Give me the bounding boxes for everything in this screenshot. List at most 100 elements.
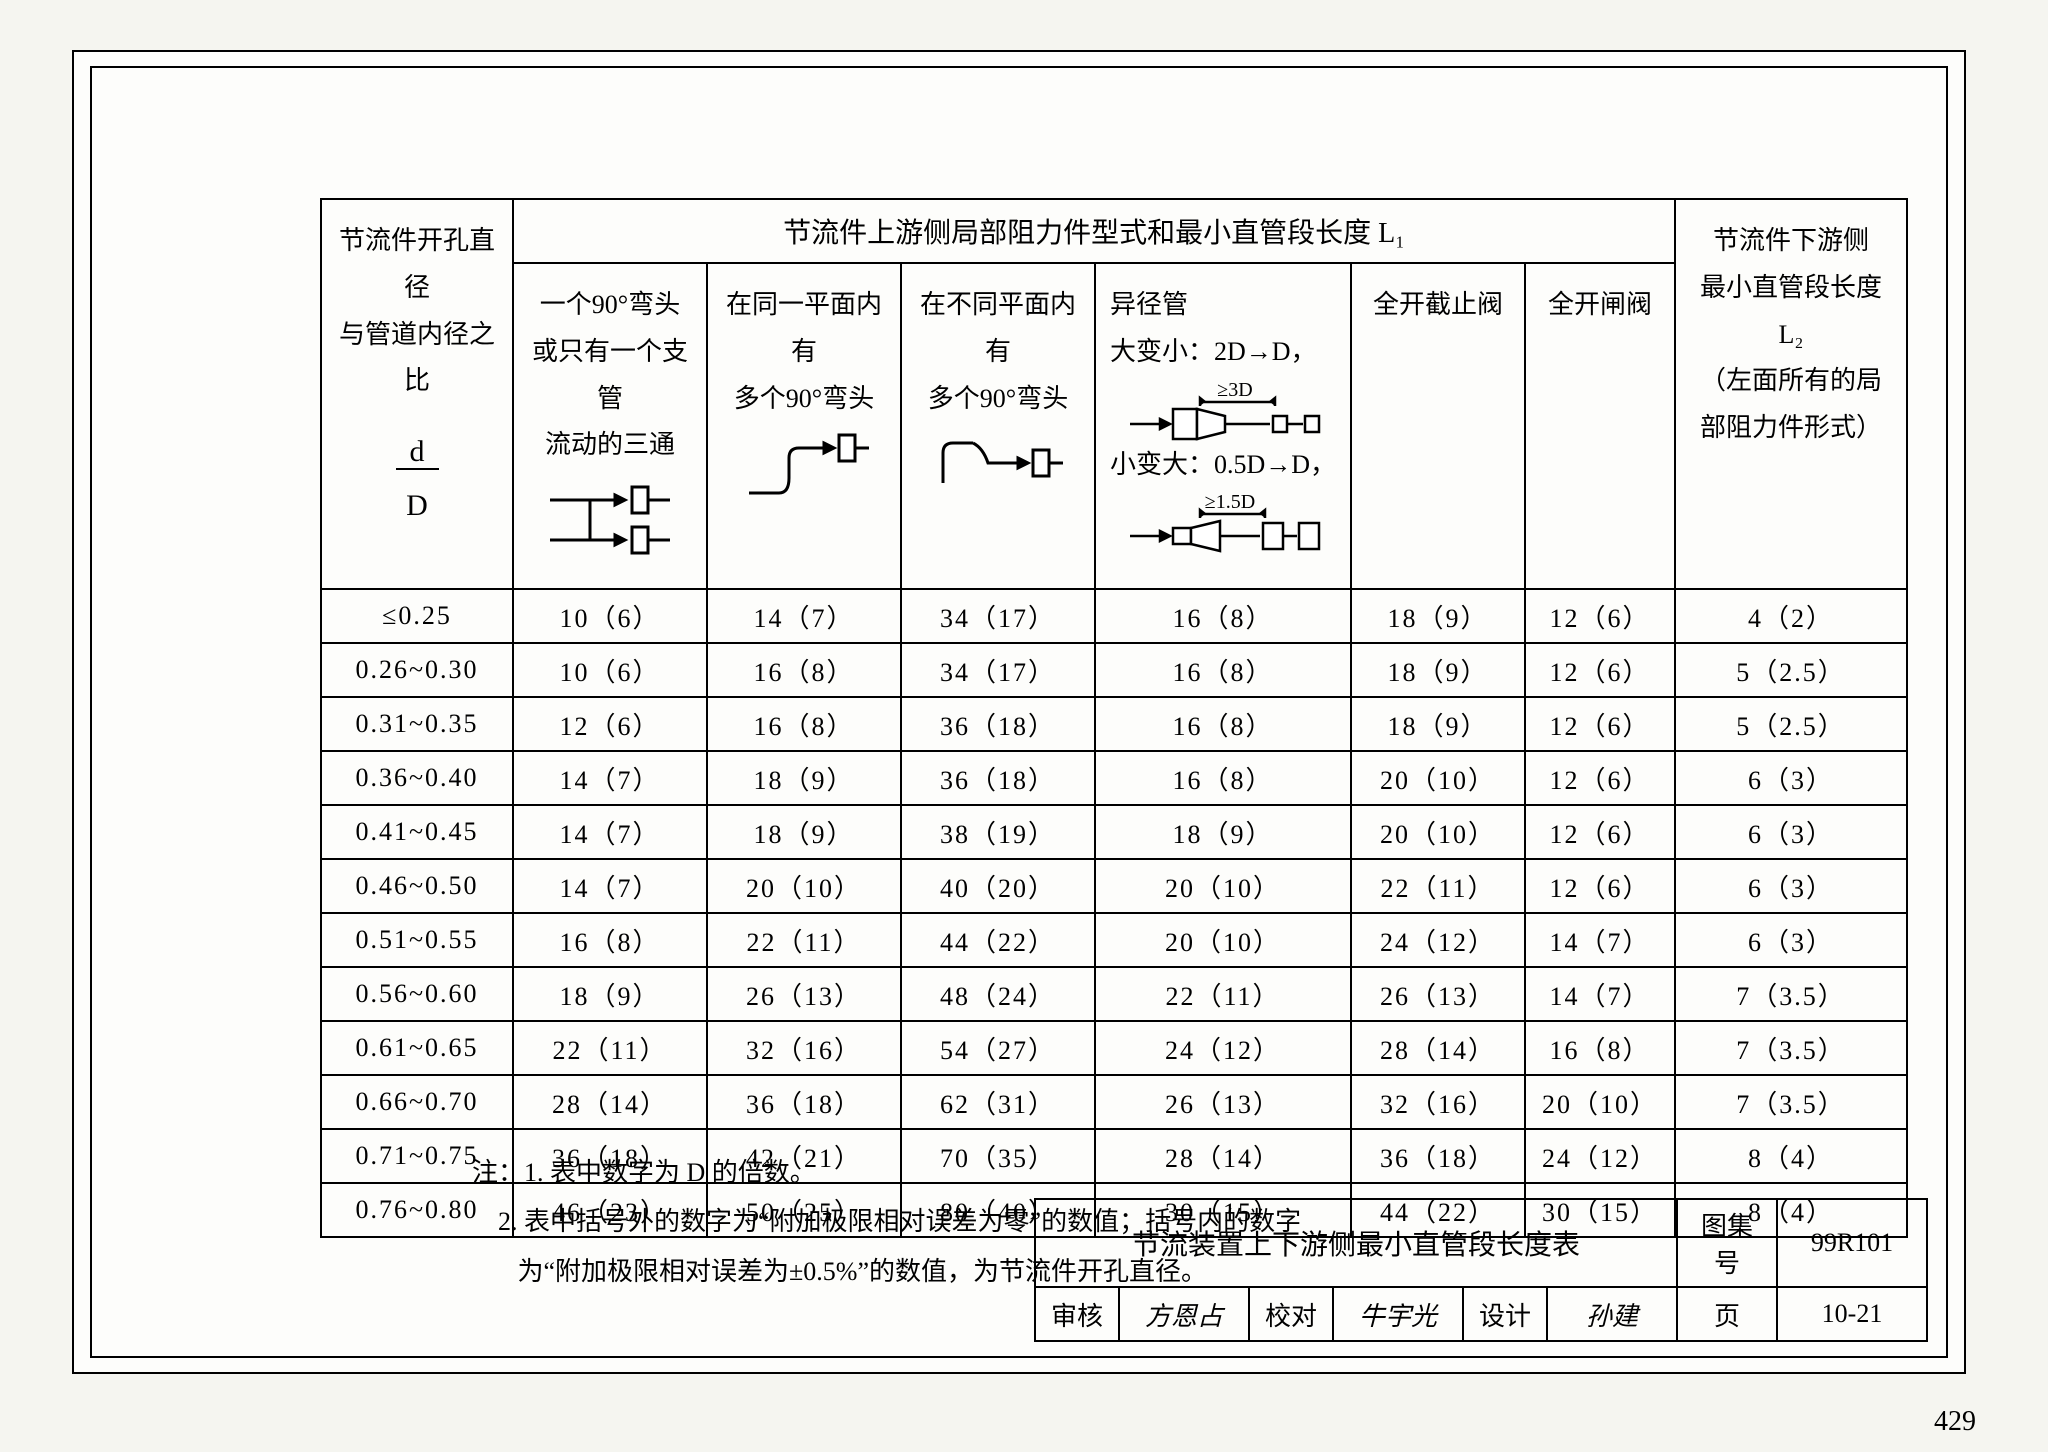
ratio-cell: 0.61~0.65 [321, 1021, 513, 1075]
data-cell: 18（9） [707, 805, 901, 859]
data-cell: 12（6） [1525, 643, 1675, 697]
page-label: 页 [1677, 1287, 1777, 1341]
ratio-cell: 0.51~0.55 [321, 913, 513, 967]
ratio-cell: 0.66~0.70 [321, 1075, 513, 1129]
data-cell: 36（18） [707, 1075, 901, 1129]
ratio-header: 节流件开孔直径 与管道内径之比 dD [321, 199, 513, 589]
data-cell: 14（7） [513, 805, 707, 859]
data-cell: 38（19） [901, 805, 1095, 859]
col4-l4: 小变大：0.5D→D， [1110, 450, 1336, 479]
data-cell: 36（18） [901, 697, 1095, 751]
col6-l1: 全开闸阀 [1548, 290, 1652, 319]
page-value: 10-21 [1777, 1287, 1927, 1341]
drawing-title: 节流装置上下游侧最小直管段长度表 [1035, 1199, 1677, 1287]
col1-l3: 流动的三通 [545, 430, 675, 459]
data-cell: 12（6） [1525, 589, 1675, 643]
data-cell: 10（6） [513, 589, 707, 643]
data-cell: 26（13） [707, 967, 901, 1021]
data-cell: 22（11） [1095, 967, 1351, 1021]
data-cell: 8（4） [1675, 1129, 1907, 1183]
data-cell: 12（6） [1525, 751, 1675, 805]
col4-header: 异径管 大变小：2D→D， ≥3D [1095, 263, 1351, 589]
data-cell: 16（8） [1095, 643, 1351, 697]
data-cell: 6（3） [1675, 859, 1907, 913]
diff-plane-bends-icon [928, 428, 1068, 508]
data-cell: 48（24） [901, 967, 1095, 1021]
data-cell: 20（10） [1095, 913, 1351, 967]
data-cell: 44（22） [901, 913, 1095, 967]
data-cell: 28（14） [513, 1075, 707, 1129]
data-cell: 20（10） [1525, 1075, 1675, 1129]
data-cell: 32（16） [707, 1021, 901, 1075]
data-cell: 16（8） [707, 643, 901, 697]
ratio-cell: 0.26~0.30 [321, 643, 513, 697]
notes-prefix: 注： [472, 1158, 524, 1187]
data-cell: 40（20） [901, 859, 1095, 913]
col1-l1: 一个90°弯头 [540, 290, 680, 319]
d-over-D-symbol: dD [396, 425, 439, 533]
table-row: 0.46~0.5014（7）20（10）40（20）20（10）22（11）12… [321, 859, 1907, 913]
ratio-header-line2: 与管道内径之比 [339, 320, 495, 396]
data-cell: 18（9） [707, 751, 901, 805]
table-row: 0.41~0.4514（7）18（9）38（19）18（9）20（10）12（6… [321, 805, 1907, 859]
data-cell: 24（12） [1525, 1129, 1675, 1183]
proof-label: 校对 [1249, 1287, 1333, 1341]
table-row: 0.56~0.6018（9）26（13）48（24）22（11）26（13）14… [321, 967, 1907, 1021]
col2-l2: 多个90°弯头 [734, 384, 874, 413]
table-row: 0.26~0.3010（6）16（8）34（17）16（8）18（9）12（6）… [321, 643, 1907, 697]
data-cell: 62（31） [901, 1075, 1095, 1129]
data-cell: 24（12） [1095, 1021, 1351, 1075]
l2-line2: 最小直管段长度 [1700, 273, 1882, 302]
data-cell: 36（18） [1351, 1129, 1525, 1183]
col3-l1: 在不同平面内有 [920, 290, 1076, 366]
inner-frame: 节流件开孔直径 与管道内径之比 dD 节流件上游侧局部阻力件型式和最小直管段长度… [90, 66, 1948, 1358]
data-cell: 18（9） [513, 967, 707, 1021]
data-cell: 16（8） [1525, 1021, 1675, 1075]
table-row: 0.31~0.3512（6）16（8）36（18）16（8）18（9）12（6）… [321, 697, 1907, 751]
proof-signature: 牛宇光 [1333, 1287, 1463, 1341]
table-row: 0.36~0.4014（7）18（9）36（18）16（8）20（10）12（6… [321, 751, 1907, 805]
data-cell: 20（10） [1351, 805, 1525, 859]
data-cell: 14（7） [513, 751, 707, 805]
data-cell: 12（6） [1525, 859, 1675, 913]
data-cell: 20（10） [707, 859, 901, 913]
table-row: 0.66~0.7028（14）36（18）62（31）26（13）32（16）2… [321, 1075, 1907, 1129]
data-cell: 14（7） [707, 589, 901, 643]
note-1: 1. 表中数字为 D 的倍数。 [524, 1158, 816, 1187]
col6-header: 全开闸阀 [1525, 263, 1675, 589]
design-signature: 孙建 [1547, 1287, 1677, 1341]
data-cell: 22（11） [1351, 859, 1525, 913]
data-cell: 18（9） [1351, 643, 1525, 697]
data-cell: 16（8） [1095, 697, 1351, 751]
l2-line4: （左面所有的局 [1700, 366, 1882, 395]
data-cell: 16（8） [513, 913, 707, 967]
data-cell: 12（6） [513, 697, 707, 751]
col1-header: 一个90°弯头 或只有一个支管 流动的三通 [513, 263, 707, 589]
data-cell: 16（8） [1095, 751, 1351, 805]
data-cell: 4（2） [1675, 589, 1907, 643]
drawing-set-label: 图集号 [1677, 1199, 1777, 1287]
data-cell: 54（27） [901, 1021, 1095, 1075]
ratio-header-line1: 节流件开孔直径 [339, 226, 495, 302]
data-cell: 18（9） [1351, 697, 1525, 751]
data-cell: 6（3） [1675, 751, 1907, 805]
ratio-cell: ≤0.25 [321, 589, 513, 643]
col5-header: 全开截止阀 [1351, 263, 1525, 589]
data-cell: 32（16） [1351, 1075, 1525, 1129]
outer-frame: 节流件开孔直径 与管道内径之比 dD 节流件上游侧局部阻力件型式和最小直管段长度… [72, 50, 1966, 1374]
title-block: 节流装置上下游侧最小直管段长度表 图集号 99R101 审核 方恩占 校对 牛宇… [1034, 1198, 1928, 1342]
review-signature: 方恩占 [1119, 1287, 1249, 1341]
col5-l1: 全开截止阀 [1373, 290, 1503, 319]
col4-l1: 异径管 [1110, 290, 1188, 319]
main-data-table: 节流件开孔直径 与管道内径之比 dD 节流件上游侧局部阻力件型式和最小直管段长度… [320, 198, 1908, 1238]
drawing-set-value: 99R101 [1777, 1199, 1927, 1287]
data-cell: 20（10） [1095, 859, 1351, 913]
data-cell: 6（3） [1675, 913, 1907, 967]
table-row: 0.51~0.5516（8）22（11）44（22）20（10）24（12）14… [321, 913, 1907, 967]
col3-header: 在不同平面内有 多个90°弯头 [901, 263, 1095, 589]
data-cell: 12（6） [1525, 805, 1675, 859]
data-cell: 12（6） [1525, 697, 1675, 751]
l2-header: 节流件下游侧 最小直管段长度 L₂ （左面所有的局 部阻力件形式） [1675, 199, 1907, 589]
data-cell: 26（13） [1351, 967, 1525, 1021]
data-cell: 20（10） [1351, 751, 1525, 805]
